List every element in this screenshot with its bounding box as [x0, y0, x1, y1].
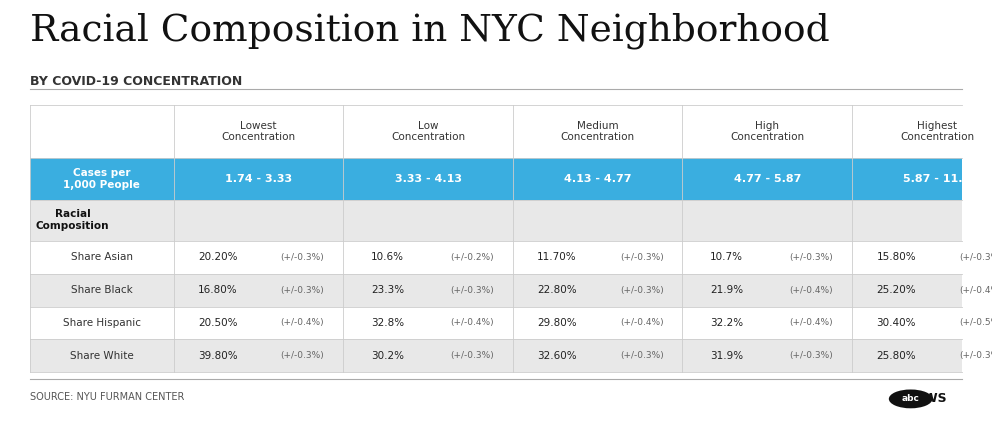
Text: (+/-0.2%): (+/-0.2%) [450, 253, 494, 262]
Text: 5.87 - 11.6: 5.87 - 11.6 [904, 174, 970, 184]
Text: 29.80%: 29.80% [537, 318, 576, 328]
Text: High
Concentration: High Concentration [730, 121, 805, 143]
Text: (+/-0.3%): (+/-0.3%) [450, 351, 494, 360]
Text: Medium
Concentration: Medium Concentration [560, 121, 635, 143]
Text: (+/-0.3%): (+/-0.3%) [281, 285, 324, 294]
Text: SOURCE: NYU FURMAN CENTER: SOURCE: NYU FURMAN CENTER [30, 392, 185, 402]
Text: (+/-0.3%): (+/-0.3%) [620, 253, 664, 262]
Text: Cases per
1,000 People: Cases per 1,000 People [63, 168, 140, 190]
Text: 20.20%: 20.20% [198, 252, 237, 262]
Text: (+/-0.4%): (+/-0.4%) [790, 285, 833, 294]
Text: Lowest
Concentration: Lowest Concentration [221, 121, 296, 143]
Text: (+/-0.3%): (+/-0.3%) [790, 351, 833, 360]
Text: (+/-0.4%): (+/-0.4%) [450, 318, 494, 327]
Text: BY COVID-19 CONCENTRATION: BY COVID-19 CONCENTRATION [30, 75, 242, 88]
Text: Share Hispanic: Share Hispanic [62, 318, 141, 328]
Text: (+/-0.3%): (+/-0.3%) [620, 351, 664, 360]
Text: Racial Composition in NYC Neighborhood: Racial Composition in NYC Neighborhood [30, 13, 829, 49]
Text: (+/-0.3%): (+/-0.3%) [959, 253, 992, 262]
Text: 20.50%: 20.50% [198, 318, 237, 328]
Text: 16.80%: 16.80% [197, 285, 237, 295]
Text: Highest
Concentration: Highest Concentration [900, 121, 974, 143]
Text: NEWS: NEWS [906, 392, 947, 405]
Text: Share White: Share White [69, 351, 134, 361]
Text: Racial
Composition: Racial Composition [36, 209, 109, 231]
Text: 10.6%: 10.6% [371, 252, 404, 262]
Text: (+/-0.3%): (+/-0.3%) [450, 285, 494, 294]
Text: 4.13 - 4.77: 4.13 - 4.77 [563, 174, 632, 184]
Text: 30.40%: 30.40% [877, 318, 916, 328]
Text: 1.74 - 3.33: 1.74 - 3.33 [225, 174, 292, 184]
Text: (+/-0.4%): (+/-0.4%) [620, 318, 664, 327]
Text: 23.3%: 23.3% [371, 285, 404, 295]
Text: (+/-0.4%): (+/-0.4%) [281, 318, 324, 327]
Text: (+/-0.3%): (+/-0.3%) [959, 351, 992, 360]
Text: Low
Concentration: Low Concentration [391, 121, 465, 143]
Text: 30.2%: 30.2% [371, 351, 404, 361]
Text: 32.60%: 32.60% [537, 351, 576, 361]
Text: 21.9%: 21.9% [710, 285, 743, 295]
Text: (+/-0.3%): (+/-0.3%) [281, 253, 324, 262]
Text: Share Black: Share Black [70, 285, 133, 295]
Text: 4.77 - 5.87: 4.77 - 5.87 [734, 174, 801, 184]
Text: 32.8%: 32.8% [371, 318, 404, 328]
Text: 32.2%: 32.2% [710, 318, 743, 328]
Text: 39.80%: 39.80% [197, 351, 237, 361]
Text: (+/-0.3%): (+/-0.3%) [281, 351, 324, 360]
Text: 3.33 - 4.13: 3.33 - 4.13 [395, 174, 461, 184]
Text: 22.80%: 22.80% [537, 285, 576, 295]
Text: 25.80%: 25.80% [876, 351, 916, 361]
Text: (+/-0.4%): (+/-0.4%) [959, 285, 992, 294]
Text: 15.80%: 15.80% [876, 252, 916, 262]
Text: 11.70%: 11.70% [537, 252, 576, 262]
Text: 25.20%: 25.20% [876, 285, 916, 295]
Text: (+/-0.4%): (+/-0.4%) [790, 318, 833, 327]
Text: 10.7%: 10.7% [710, 252, 743, 262]
Text: Share Asian: Share Asian [70, 252, 133, 262]
Text: (+/-0.3%): (+/-0.3%) [790, 253, 833, 262]
Text: 31.9%: 31.9% [710, 351, 743, 361]
Text: (+/-0.5%): (+/-0.5%) [959, 318, 992, 327]
Text: abc: abc [902, 394, 920, 404]
Text: (+/-0.3%): (+/-0.3%) [620, 285, 664, 294]
